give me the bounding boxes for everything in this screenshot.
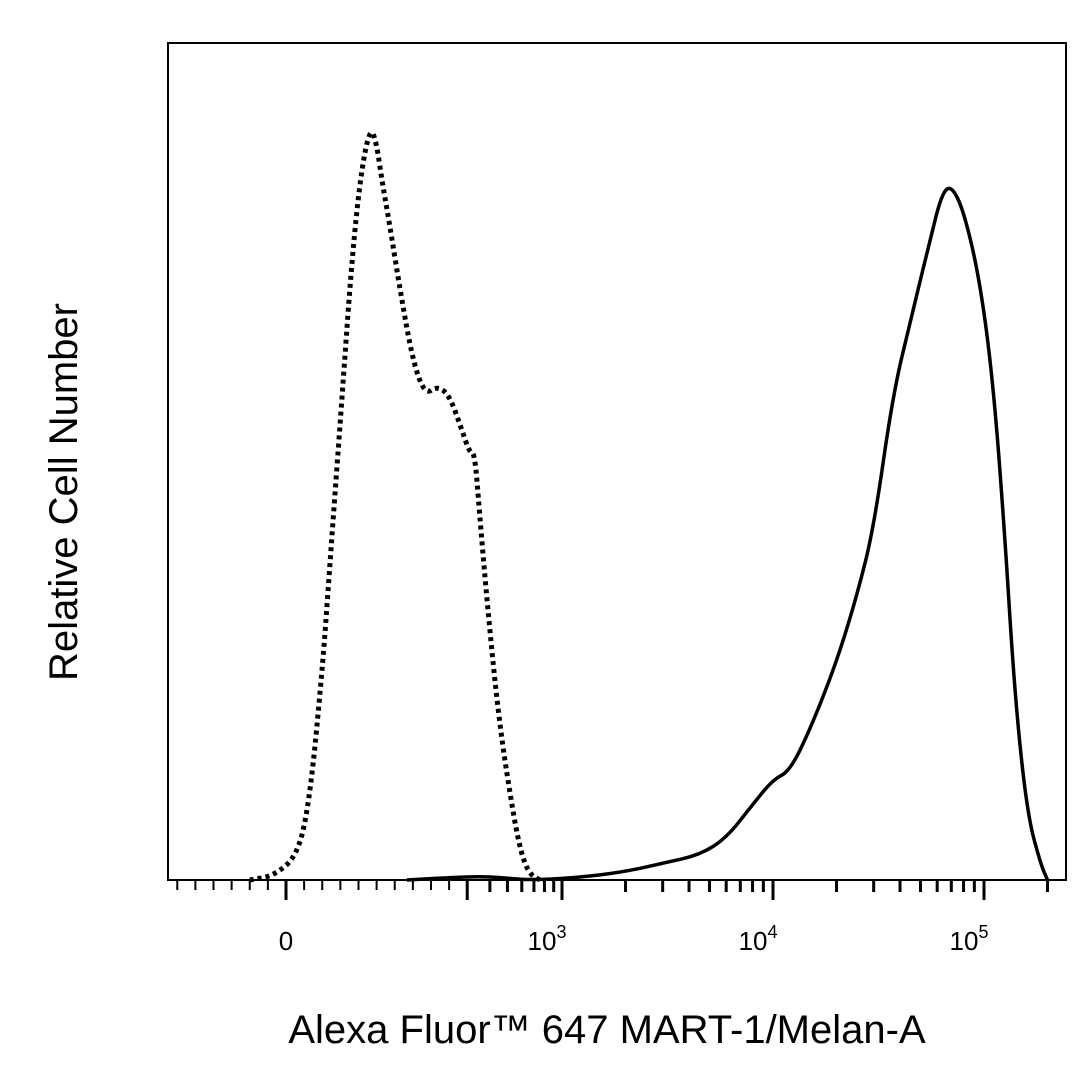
series-solid-stained-histogram [406, 186, 1050, 882]
x-axis-tick-labels: 0 103 104 105 [279, 922, 989, 956]
y-axis-label: Relative Cell Number [42, 303, 86, 681]
x-axis-label: Alexa Fluor™ 647 MART-1/Melan-A [288, 1008, 926, 1052]
x-tick-label: 105 [950, 922, 989, 956]
series-dotted-control-histogram [249, 130, 542, 883]
plot-frame [167, 42, 1067, 881]
x-tick-label: 103 [528, 922, 567, 956]
series-layer [249, 130, 1050, 883]
x-tick-label: 104 [739, 922, 778, 956]
x-axis-ticks [176, 880, 1050, 900]
x-tick-label: 0 [279, 926, 293, 956]
